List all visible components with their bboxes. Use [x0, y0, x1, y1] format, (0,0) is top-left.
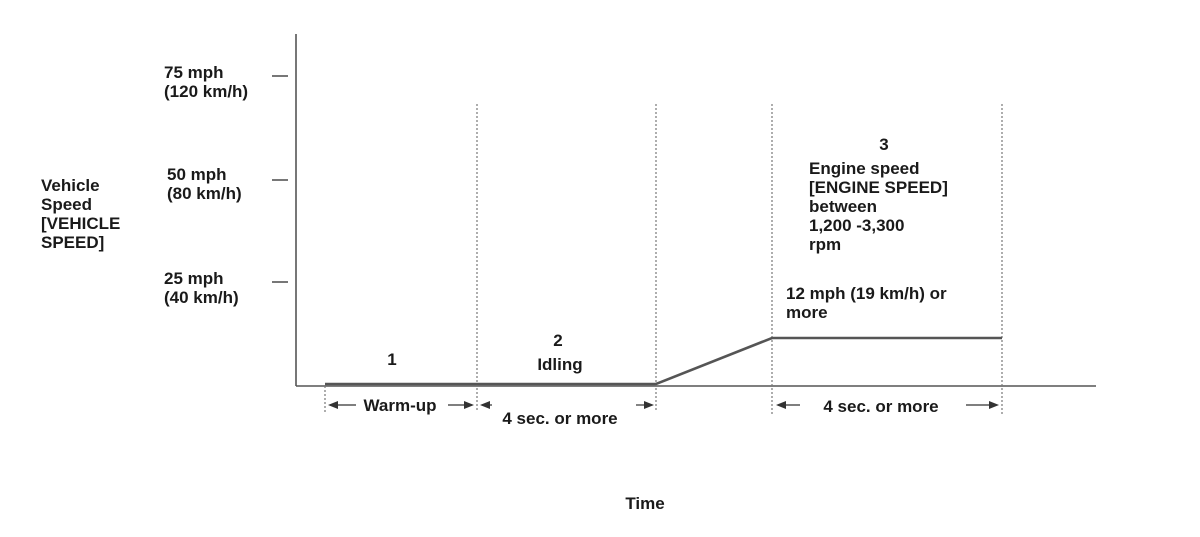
y-tick-label-75-mph: 75 mph: [164, 63, 224, 82]
phase-2-number: 2: [553, 331, 562, 350]
warmup-arrowhead-right: [464, 401, 474, 409]
phase-3-condition-line-3: between: [809, 197, 877, 216]
phase-3-condition-line-5: rpm: [809, 235, 841, 254]
phase-3-speed-line-1: 12 mph (19 km/h) or: [786, 284, 947, 303]
phase-3-condition-line-4: 1,200 -3,300: [809, 216, 904, 235]
idle-arrowhead-right: [644, 401, 654, 409]
warmup-arrowhead-left: [328, 401, 338, 409]
y-axis-title-line-4: SPEED]: [41, 233, 104, 252]
phase-3-speed-line-2: more: [786, 303, 828, 322]
phase-3-duration: 4 sec. or more: [823, 397, 938, 416]
phase-3-condition-line-1: Engine speed: [809, 159, 920, 178]
phase-3-condition-line-2: [ENGINE SPEED]: [809, 178, 948, 197]
y-tick-label-25-kmh: (40 km/h): [164, 288, 239, 307]
y-tick-label-50-kmh: (80 km/h): [167, 184, 242, 203]
y-axis-title-line-2: Speed: [41, 195, 92, 214]
y-axis-title-line-3: [VEHICLE: [41, 214, 120, 233]
phase-3-number: 3: [879, 135, 888, 154]
x-axis-title: Time: [625, 494, 664, 513]
phase-1-duration: Warm-up: [363, 396, 436, 415]
phase-1-number: 1: [387, 350, 396, 369]
y-axis-title-line-1: Vehicle: [41, 176, 100, 195]
y-tick-label-50-mph: 50 mph: [167, 165, 227, 184]
phase-2-name: Idling: [537, 355, 582, 374]
speed-profile-line: [325, 336, 1002, 386]
phase-2-duration: 4 sec. or more: [502, 409, 617, 428]
y-tick-label-75-kmh: (120 km/h): [164, 82, 248, 101]
y-tick-label-25-mph: 25 mph: [164, 269, 224, 288]
drive-arrowhead-right: [989, 401, 999, 409]
